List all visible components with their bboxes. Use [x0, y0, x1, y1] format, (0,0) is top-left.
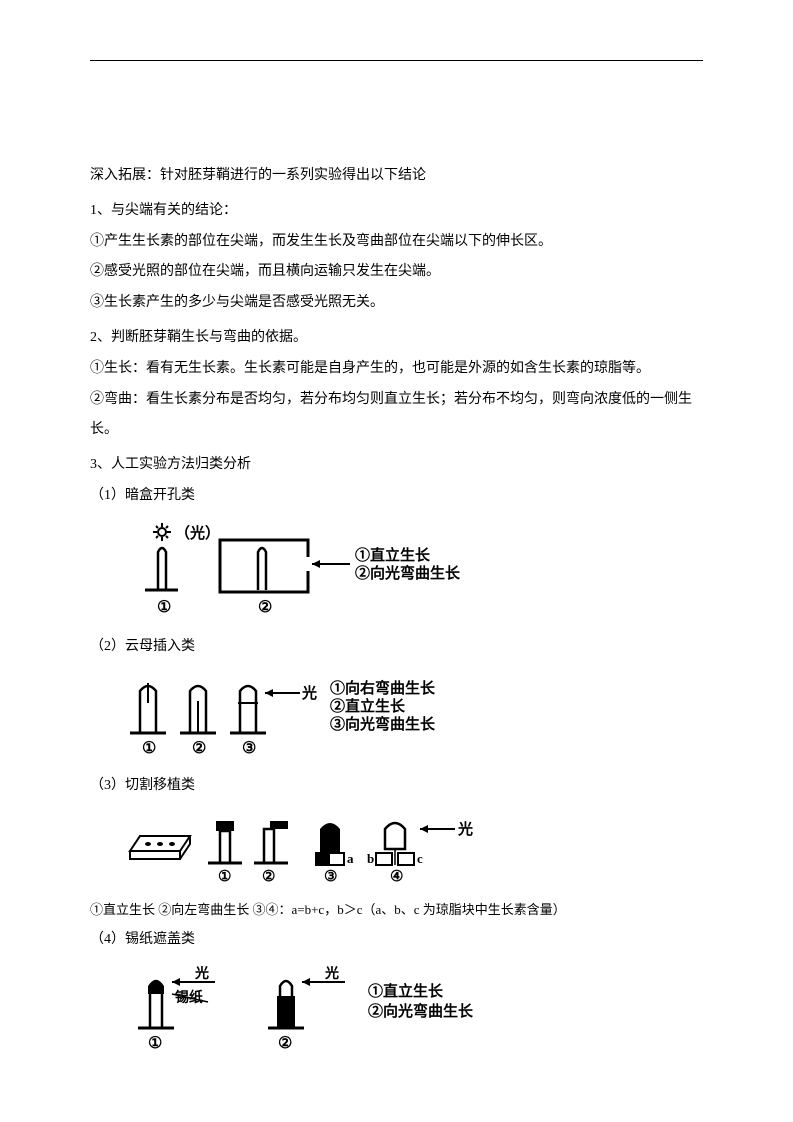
- svg-text:①: ①: [142, 740, 156, 757]
- section1-item3: ③生长素产生的多少与尖端是否感受光照无关。: [90, 288, 703, 319]
- diagram-darkbox: （光） ① ② ①直立生长 ②向光弯曲生长: [120, 522, 703, 622]
- svg-text:①向右弯曲生长: ①向右弯曲生长: [330, 679, 436, 697]
- svg-text:光: 光: [301, 684, 317, 702]
- section2-item1: ①生长：看有无生长素。生长素可能是自身产生的，也可能是外源的如含生长素的琼脂等。: [90, 354, 703, 385]
- svg-text:①: ①: [218, 869, 231, 885]
- result1: ①直立生长: [355, 546, 431, 564]
- svg-text:光: 光: [194, 966, 209, 982]
- sub3-caption: ①直立生长 ②向左弯曲生长 ③④：a=b+c，b＞c（a、b、c 为琼脂块中生长…: [90, 896, 703, 925]
- svg-text:光: 光: [457, 820, 473, 838]
- svg-text:③: ③: [324, 869, 337, 885]
- svg-text:①直立生长: ①直立生长: [368, 982, 444, 1000]
- svg-text:④: ④: [390, 869, 403, 885]
- section1-item1: ①产生生长素的部位在尖端，而发生生长及弯曲部位在尖端以下的伸长区。: [90, 227, 703, 258]
- header-text: 深入拓展：针对胚芽鞘进行的一系列实验得出以下结论: [90, 161, 703, 192]
- light-label: （光）: [175, 524, 220, 542]
- svg-text:光: 光: [324, 966, 339, 982]
- sub3-title: （3）切割移植类: [90, 771, 703, 802]
- result2: ②向光弯曲生长: [355, 564, 461, 582]
- diagram-foil: ① 光 锡纸 ② 光 ①直立生长 ②向光弯曲生长: [120, 966, 703, 1054]
- sub2-title: （2）云母插入类: [90, 632, 703, 663]
- svg-text:③向光弯曲生长: ③向光弯曲生长: [330, 715, 436, 733]
- document-body: 深入拓展：针对胚芽鞘进行的一系列实验得出以下结论 1、与尖端有关的结论： ①产生…: [90, 161, 703, 1054]
- label2: ②: [258, 599, 272, 616]
- top-divider: [90, 60, 703, 61]
- svg-text:①: ①: [148, 1035, 162, 1052]
- svg-text:b: b: [367, 851, 374, 866]
- section1-item2: ②感受光照的部位在尖端，而且横向运输只发生在尖端。: [90, 257, 703, 288]
- label1: ①: [157, 599, 171, 616]
- sub4-title: （4）锡纸遮盖类: [90, 925, 703, 956]
- svg-text:②: ②: [192, 740, 206, 757]
- section1-title: 1、与尖端有关的结论：: [90, 196, 703, 227]
- diagram-mica: ① ② ③ 光 ①向右弯曲生长 ②直立生长 ③向光弯曲生长: [120, 673, 703, 761]
- svg-text:c: c: [417, 851, 423, 866]
- svg-text:③: ③: [242, 740, 256, 757]
- sub1-title: （1）暗盒开孔类: [90, 481, 703, 512]
- svg-text:②向光弯曲生长: ②向光弯曲生长: [368, 1002, 474, 1020]
- svg-text:a: a: [347, 851, 354, 866]
- svg-text:②直立生长: ②直立生长: [330, 697, 406, 715]
- section3-title: 3、人工实验方法归类分析: [90, 450, 703, 481]
- diagram-transplant: ① ② a ③ b c ④ 光: [120, 811, 703, 886]
- svg-text:②: ②: [262, 869, 275, 885]
- section2-item2: ②弯曲：看生长素分布是否均匀，若分布均匀则直立生长；若分布不均匀，则弯向浓度低的…: [90, 385, 703, 447]
- svg-text:②: ②: [278, 1035, 292, 1052]
- section2-title: 2、判断胚芽鞘生长与弯曲的依据。: [90, 323, 703, 354]
